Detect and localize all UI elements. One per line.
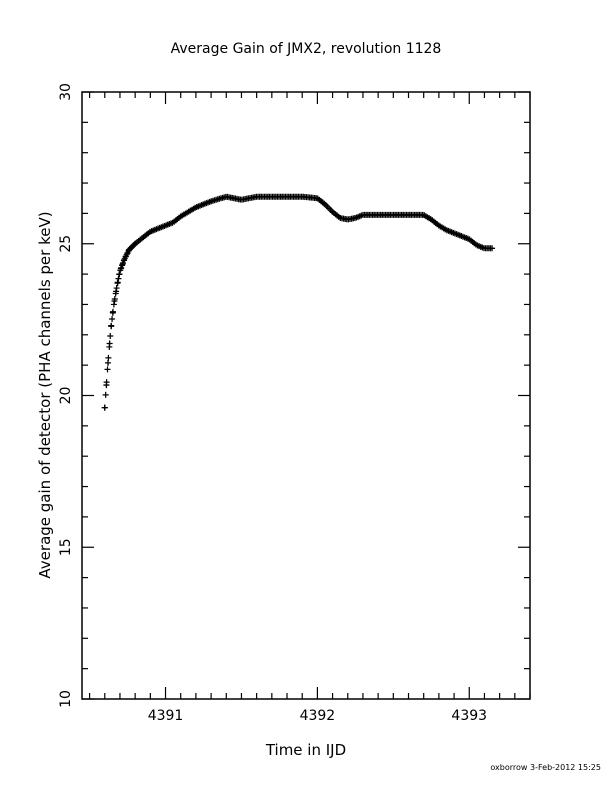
plot-frame: [81, 91, 531, 700]
data-point: [114, 280, 121, 287]
y-tick-label: 20: [58, 387, 74, 405]
data-point: [113, 285, 120, 292]
data-point: [103, 379, 110, 386]
data-point: [108, 323, 115, 330]
data-point: [104, 366, 111, 373]
data-point: [489, 245, 496, 252]
x-tick-label: 4391: [148, 708, 184, 724]
data-point: [107, 333, 114, 340]
y-axis-label: Average gain of detector (PHA channels p…: [36, 211, 54, 578]
y-tick-label: 10: [58, 690, 74, 708]
footer-stamp: oxborrow 3-Feb-2012 15:25: [490, 763, 601, 772]
x-tick-label: 4393: [451, 708, 487, 724]
chart-title: Average Gain of JMX2, revolution 1128: [171, 41, 442, 57]
y-tick-label: 25: [58, 235, 74, 253]
data-point: [109, 316, 116, 323]
data-point: [102, 391, 109, 398]
x-axis-label: Time in IJD: [265, 741, 346, 759]
data-point: [106, 343, 113, 350]
axis-ticks: [82, 91, 531, 700]
data-point: [110, 301, 117, 308]
data-point: [101, 404, 108, 411]
data-point: [111, 295, 118, 302]
y-tick-label: 30: [58, 83, 74, 101]
data-point: [115, 275, 122, 282]
data-point: [109, 308, 116, 315]
data-point: [130, 241, 137, 248]
data-point: [116, 271, 123, 278]
data-point: [131, 241, 138, 248]
data-point: [105, 354, 112, 361]
y-tick-label: 15: [58, 538, 74, 556]
data-points: [101, 193, 496, 411]
axis-tick-labels: 10 15 20 25 30 4391 4392 4393: [58, 83, 487, 724]
data-point: [105, 359, 112, 366]
data-point: [112, 290, 119, 297]
x-tick-label: 4392: [300, 708, 336, 724]
